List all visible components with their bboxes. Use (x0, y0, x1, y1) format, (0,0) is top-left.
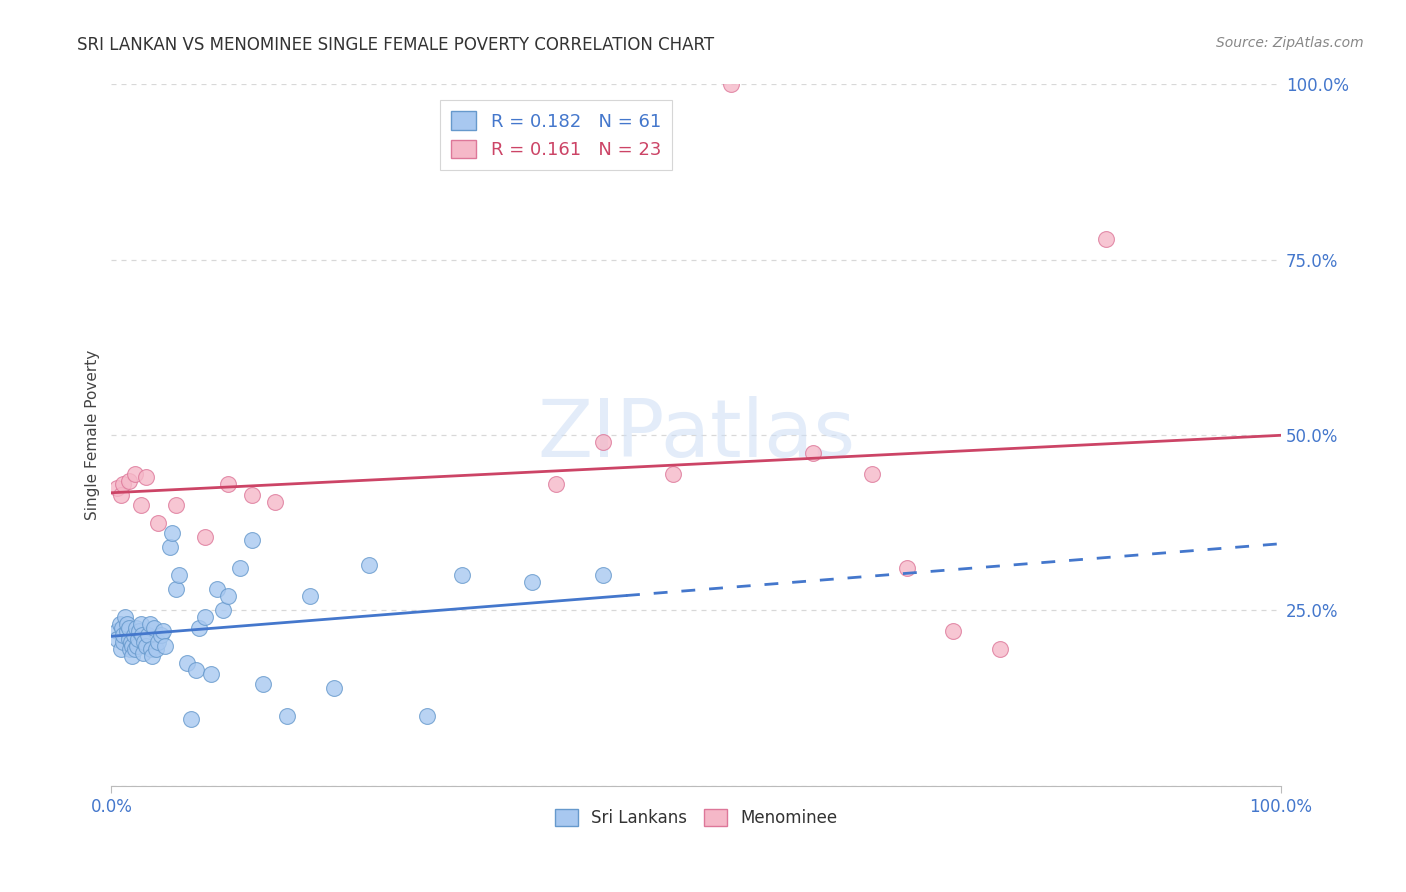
Point (217, 477, 239, 491)
Point (194, 610, 217, 624)
Point (165, 582, 187, 597)
Point (592, 435, 614, 450)
Point (112, 628, 135, 642)
Point (129, 498, 152, 512)
Point (860, 467, 883, 481)
Point (240, 488, 263, 502)
Point (141, 642, 163, 657)
Point (184, 663, 207, 677)
Point (205, 582, 228, 597)
Point (105, 624, 128, 639)
Point (105, 632, 128, 646)
Point (142, 621, 165, 635)
Point (105, 481, 128, 495)
Point (152, 624, 174, 639)
Point (240, 533, 263, 548)
Point (299, 590, 322, 604)
Text: ZIPatlas: ZIPatlas (537, 396, 855, 475)
Point (662, 467, 685, 481)
Text: SRI LANKAN VS MENOMINEE SINGLE FEMALE POVERTY CORRELATION CHART: SRI LANKAN VS MENOMINEE SINGLE FEMALE PO… (77, 36, 714, 54)
Point (252, 677, 274, 691)
Point (155, 639, 177, 653)
Point (128, 624, 150, 639)
Point (200, 666, 222, 681)
Point (120, 642, 142, 657)
Point (134, 635, 156, 649)
Point (145, 642, 167, 657)
Point (139, 617, 162, 632)
Point (148, 635, 170, 649)
Point (115, 617, 138, 632)
Point (522, 575, 544, 590)
Point (129, 617, 152, 632)
Point (180, 712, 202, 726)
Point (122, 628, 145, 642)
Point (167, 568, 190, 582)
Point (112, 477, 135, 491)
Point (544, 477, 567, 491)
Point (114, 610, 136, 624)
Point (229, 561, 252, 575)
Y-axis label: Single Female Poverty: Single Female Poverty (86, 350, 100, 520)
Point (165, 498, 187, 512)
Point (132, 646, 155, 660)
Point (159, 541, 181, 555)
Point (111, 621, 134, 635)
Point (194, 530, 217, 544)
Point (121, 648, 143, 663)
Point (124, 642, 146, 657)
Point (135, 470, 157, 484)
Point (121, 639, 143, 653)
Point (110, 488, 132, 502)
Point (115, 624, 138, 639)
Point (124, 467, 146, 481)
Point (942, 624, 965, 639)
Point (264, 494, 287, 508)
Point (896, 561, 918, 575)
Point (141, 648, 163, 663)
Point (188, 621, 211, 635)
Point (110, 642, 132, 657)
Text: Source: ZipAtlas.com: Source: ZipAtlas.com (1216, 36, 1364, 50)
Point (127, 632, 149, 646)
Point (112, 635, 135, 649)
Point (120, 635, 142, 649)
Point (148, 516, 170, 530)
Point (416, 708, 439, 723)
Point (592, 568, 614, 582)
Point (127, 639, 149, 653)
Point (357, 558, 380, 572)
Point (211, 603, 233, 617)
Point (149, 628, 172, 642)
Point (108, 617, 131, 632)
Point (276, 708, 298, 723)
Point (131, 628, 153, 642)
Point (160, 526, 183, 541)
Point (451, 568, 474, 582)
Point (136, 628, 159, 642)
Point (720, 78, 742, 92)
Legend: Sri Lankans, Menominee: Sri Lankans, Menominee (548, 802, 845, 833)
Point (1094, 232, 1116, 246)
Point (118, 632, 141, 646)
Point (217, 590, 239, 604)
Point (118, 621, 141, 635)
Point (322, 681, 344, 695)
Point (988, 642, 1011, 657)
Point (135, 639, 157, 653)
Point (801, 445, 824, 459)
Point (125, 621, 148, 635)
Point (176, 656, 198, 670)
Point (118, 474, 141, 488)
